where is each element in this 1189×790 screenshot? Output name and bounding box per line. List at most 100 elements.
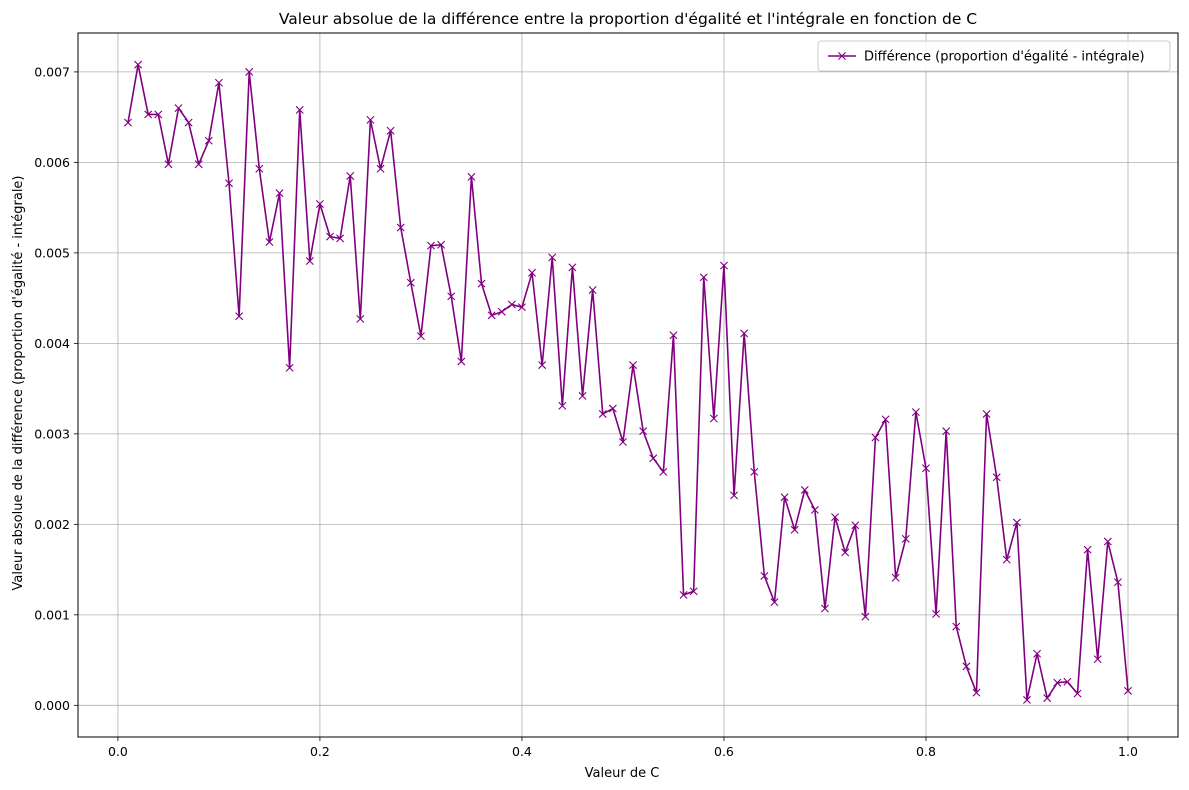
data-point [972, 688, 981, 697]
data-point [719, 261, 728, 270]
grid-lines [78, 33, 1178, 737]
data-point [1073, 689, 1082, 698]
data-point [315, 200, 324, 209]
x-tick-label: 0.8 [916, 744, 936, 759]
data-point [932, 609, 941, 618]
x-tick-label: 0.0 [108, 744, 128, 759]
data-point [629, 361, 638, 370]
data-point [437, 240, 446, 249]
data-point [608, 404, 617, 413]
data-point [305, 257, 314, 266]
data-point [497, 307, 506, 316]
data-point [134, 60, 143, 69]
data-point [124, 118, 132, 127]
data-point [366, 115, 375, 124]
data-point [820, 604, 829, 613]
data-point [164, 160, 173, 169]
data-point [770, 598, 779, 607]
data-point [225, 179, 233, 188]
data-point [1012, 518, 1021, 527]
data-point [921, 464, 930, 473]
data-point [245, 67, 254, 76]
data-point [326, 232, 335, 241]
y-tick-label: 0.005 [34, 245, 70, 260]
data-point [851, 521, 860, 530]
data-point [194, 160, 203, 169]
data-point [992, 473, 1001, 482]
data-point [507, 300, 516, 309]
x-tick-label: 0.4 [512, 744, 532, 759]
y-tick-label: 0.007 [34, 64, 70, 79]
legend-box [817, 40, 1171, 72]
data-point [1043, 694, 1052, 703]
data-point [750, 467, 759, 476]
data-point [730, 491, 739, 500]
data-point [1063, 677, 1072, 686]
data-point [669, 331, 678, 340]
x-tick-label: 0.2 [310, 744, 330, 759]
data-point [952, 622, 961, 631]
data-point [699, 273, 708, 282]
data-point [204, 136, 213, 145]
data-point [457, 357, 466, 366]
data-point [790, 525, 799, 534]
data-point [1083, 545, 1092, 554]
data-point [447, 292, 456, 301]
data-point [588, 285, 597, 294]
data-point [800, 485, 809, 494]
data-point [144, 110, 153, 119]
data-point [578, 391, 587, 400]
data-point [709, 414, 718, 423]
data-point [416, 332, 425, 341]
y-axis-label: Valeur absolue de la différence (proport… [11, 175, 26, 590]
y-tick-label: 0.006 [34, 155, 70, 170]
data-point [871, 433, 880, 442]
x-tick-label: 1.0 [1118, 744, 1138, 759]
data-point [689, 587, 698, 596]
data-point [376, 164, 385, 173]
data-point [477, 279, 486, 288]
data-point [568, 263, 577, 272]
y-tick-label: 0.001 [34, 607, 70, 622]
chart-title: Valeur absolue de la différence entre la… [279, 10, 977, 28]
data-point [1023, 695, 1031, 704]
y-tick-label: 0.000 [34, 698, 70, 713]
data-point [881, 415, 890, 424]
plot-frame [77, 32, 1179, 738]
x-axis-label: Valeur de C [585, 766, 660, 781]
legend: Différence (proportion d'égalité - intég… [817, 40, 1171, 72]
series-line [127, 63, 1129, 701]
y-tick-label: 0.004 [34, 336, 70, 351]
data-point [184, 118, 193, 127]
data-point [982, 409, 991, 418]
data-point [1103, 537, 1112, 546]
data-point [911, 408, 920, 417]
data-point [1124, 686, 1132, 695]
data-point [841, 548, 850, 557]
data-point [295, 105, 304, 114]
data-point [255, 164, 264, 173]
data-point [598, 409, 607, 418]
data-point [1002, 555, 1011, 564]
data-point [467, 172, 476, 181]
data-point [396, 223, 405, 232]
legend-marker [838, 52, 846, 60]
data-point [679, 590, 688, 599]
data-point [174, 104, 183, 113]
y-axis-ticks: 0.000 0.001 0.002 0.003 0.004 0.005 0.006 0.007 [34, 64, 78, 713]
data-point [618, 438, 627, 446]
data-point [760, 571, 769, 580]
data-point [649, 454, 658, 463]
data-point [235, 312, 244, 321]
data-point [1093, 655, 1102, 664]
data-point [538, 361, 547, 370]
data-point [659, 467, 668, 476]
data-point [275, 189, 284, 198]
x-tick-label: 0.6 [714, 744, 734, 759]
data-point [558, 401, 567, 410]
x-axis-ticks: 0.0 0.2 0.4 0.6 0.8 1.0 [108, 737, 1138, 759]
y-tick-label: 0.003 [34, 426, 70, 441]
data-point [214, 78, 223, 87]
data-point [487, 311, 496, 320]
data-point [285, 363, 294, 372]
